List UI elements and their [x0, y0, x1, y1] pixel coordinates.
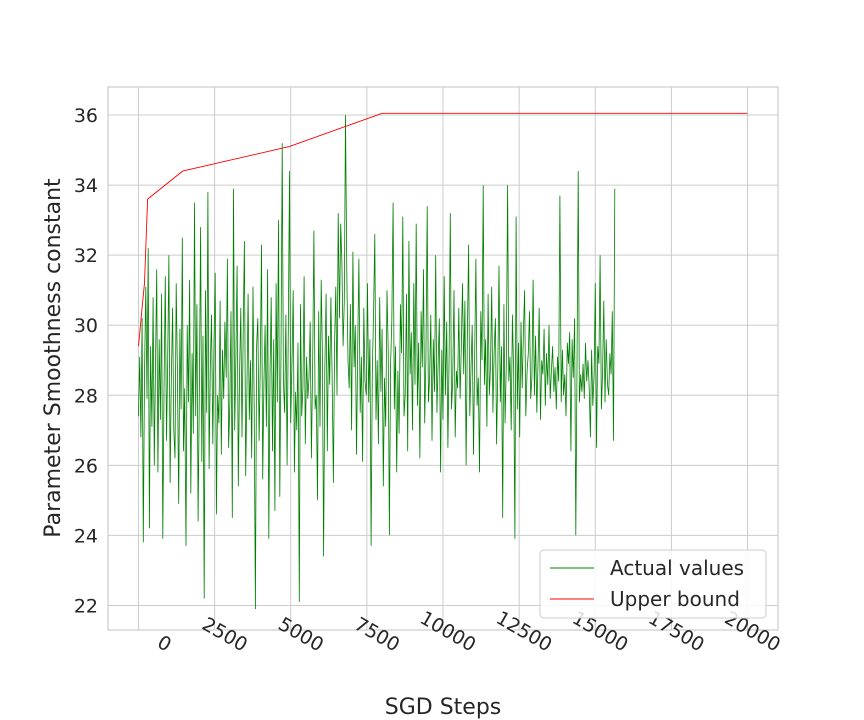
y-tick-label: 26: [74, 455, 98, 477]
y-tick-label: 32: [74, 245, 98, 267]
series-line-upper-bound: [138, 112, 748, 347]
y-axis-label: Parameter Smoothness constant: [41, 178, 66, 538]
series-line-actual-values: [138, 114, 616, 610]
legend-box: [539, 549, 767, 619]
y-tick-label: 34: [74, 175, 98, 197]
plot-frame: [107, 86, 779, 631]
legend-label-actual-values: Actual values: [610, 556, 744, 580]
y-tick-label: 30: [74, 315, 98, 337]
legend: Actual values Upper bound: [539, 549, 767, 619]
y-tick-label: 24: [74, 525, 98, 547]
y-tick-label: 28: [74, 385, 98, 407]
series-layer: [138, 112, 748, 610]
y-tick-label: 36: [74, 105, 98, 127]
y-tick-label: 22: [74, 595, 98, 617]
x-axis-label: SGD Steps: [385, 695, 502, 720]
legend-label-upper-bound: Upper bound: [610, 587, 740, 611]
y-tick-labels: 22 24 26 28 30 32 34 36: [74, 105, 98, 617]
